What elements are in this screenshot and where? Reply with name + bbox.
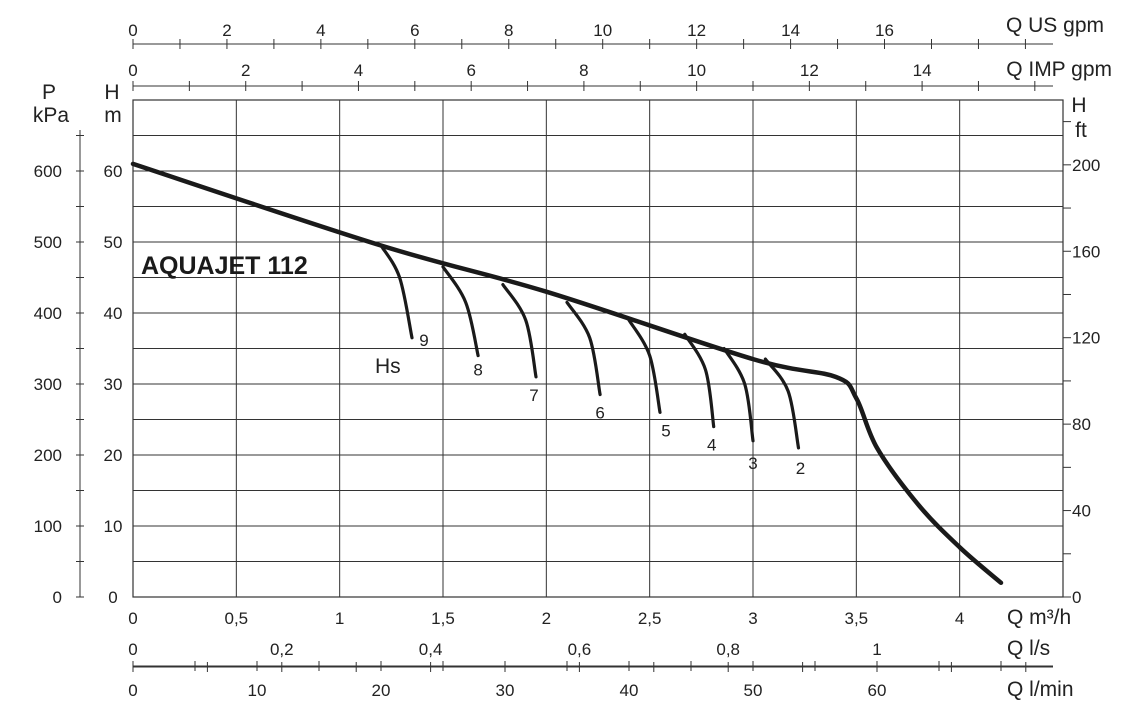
left-kpa-tick-label: 200	[34, 446, 62, 465]
grid	[132, 99, 1064, 598]
performance-curve	[130, 161, 1004, 586]
x-tick-label: 1,5	[431, 609, 455, 628]
y-tick-label: 10	[104, 517, 123, 536]
suction-curve-label: 4	[707, 436, 716, 455]
bottom-ls-axis-tick-label: 0,2	[270, 640, 294, 659]
bottom-ls-axis-tick-label: 1	[872, 640, 881, 659]
right-ft-tick-label: 80	[1072, 415, 1091, 434]
left-kpa-tick-label: 600	[34, 162, 62, 181]
x-tick-label: 4	[955, 609, 964, 628]
left-kpa-tick-label: 500	[34, 233, 62, 252]
top-imp-axis-tick-label: 12	[800, 61, 819, 80]
left-kpa-label-top: P	[42, 81, 56, 104]
top-imp-axis-label: Q IMP gpm	[1006, 58, 1112, 81]
suction-curve-label: 9	[419, 331, 428, 350]
right-ft-label-bottom: ft	[1075, 119, 1087, 142]
top-us-axis-tick-label: 0	[128, 21, 137, 40]
bottom-lmin-axis-tick-label: 0	[128, 681, 137, 700]
suction-curve	[441, 265, 480, 358]
top-us-axis-tick-label: 14	[781, 21, 800, 40]
top-imp-axis-tick-label: 4	[354, 61, 363, 80]
left-kpa-label-bottom: kPa	[33, 104, 70, 127]
right-ft-tick-label: 120	[1072, 329, 1100, 348]
bottom-lmin-axis-tick-label: 50	[744, 681, 763, 700]
x-tick-label: 3,5	[845, 609, 869, 628]
left-kpa-tick-label: 0	[53, 588, 62, 607]
top-us-axis-tick-label: 6	[410, 21, 419, 40]
top-us-axis-tick-label: 2	[222, 21, 231, 40]
top-imp-axis-tick-label: 8	[579, 61, 588, 80]
top-imp-axis-tick-label: 14	[913, 61, 932, 80]
suction-curve	[722, 346, 755, 443]
top-imp-axis-tick-label: 2	[241, 61, 250, 80]
curves	[130, 161, 1004, 586]
top-imp-axis-tick-label: 6	[466, 61, 475, 80]
suction-curve-label: 8	[473, 361, 482, 380]
left-m-label-bottom: m	[104, 104, 122, 127]
bottom-lmin-axis-tick-label: 20	[372, 681, 391, 700]
x-tick-label: 3	[748, 609, 757, 628]
right-ft-tick-label: 40	[1072, 502, 1091, 521]
axes	[76, 39, 1071, 672]
y-tick-label: 0	[108, 588, 117, 607]
bottom-ls-axis-tick-label: 0,4	[419, 640, 443, 659]
suction-curve-label: 3	[748, 454, 757, 473]
bottom-ls-axis-tick-label: 0,6	[568, 640, 592, 659]
bottom-lmin-axis-tick-label: 10	[248, 681, 267, 700]
top-us-axis-tick-label: 16	[875, 21, 894, 40]
suction-curve	[379, 243, 414, 340]
suction-curve-label: 6	[595, 404, 604, 423]
suction-curve	[501, 283, 538, 379]
bottom-lmin-axis-tick-label: 30	[496, 681, 515, 700]
left-m-label-top: H	[104, 81, 119, 104]
suction-curve-label: 5	[661, 421, 670, 440]
bottom-lmin-axis-tick-label: 40	[620, 681, 639, 700]
y-tick-label: 40	[104, 304, 123, 323]
x-axis-label-m3h: Q m³/h	[1007, 606, 1071, 629]
suction-curve	[763, 357, 801, 450]
suction-curve-label: 7	[529, 386, 538, 405]
bottom-lmin-axis-label: Q l/min	[1007, 678, 1074, 701]
right-ft-label-top: H	[1071, 94, 1086, 117]
x-tick-label: 2,5	[638, 609, 662, 628]
right-ft-tick-label: 0	[1072, 588, 1081, 607]
left-kpa-tick-label: 300	[34, 375, 62, 394]
x-tick-label: 0	[128, 609, 137, 628]
x-tick-label: 1	[335, 609, 344, 628]
x-tick-label: 2	[542, 609, 551, 628]
top-imp-axis-tick-label: 0	[128, 61, 137, 80]
suction-label: Hs	[375, 355, 401, 378]
y-tick-label: 50	[104, 233, 123, 252]
top-us-axis-tick-label: 12	[687, 21, 706, 40]
bottom-lmin-axis-tick-label: 60	[868, 681, 887, 700]
right-ft-tick-label: 160	[1072, 242, 1100, 261]
bottom-ls-axis-tick-label: 0	[128, 640, 137, 659]
top-imp-axis-tick-label: 10	[687, 61, 706, 80]
top-us-axis-tick-label: 8	[504, 21, 513, 40]
x-tick-label: 0,5	[225, 609, 249, 628]
y-tick-label: 20	[104, 446, 123, 465]
suction-curve	[683, 332, 716, 429]
suction-curve-label: 2	[796, 459, 805, 478]
bottom-ls-axis-label: Q l/s	[1007, 637, 1050, 660]
left-kpa-tick-label: 400	[34, 304, 62, 323]
suction-curve	[627, 318, 662, 414]
top-us-axis-tick-label: 10	[593, 21, 612, 40]
top-us-axis-label: Q US gpm	[1006, 14, 1104, 37]
suction-curve	[565, 300, 602, 397]
y-tick-label: 30	[104, 375, 123, 394]
left-kpa-tick-label: 100	[34, 517, 62, 536]
right-ft-tick-label: 200	[1072, 156, 1100, 175]
bottom-ls-axis-tick-label: 0,8	[716, 640, 740, 659]
top-us-axis-tick-label: 4	[316, 21, 325, 40]
chart-title: AQUAJET 112	[141, 252, 308, 280]
y-tick-label: 60	[104, 162, 123, 181]
